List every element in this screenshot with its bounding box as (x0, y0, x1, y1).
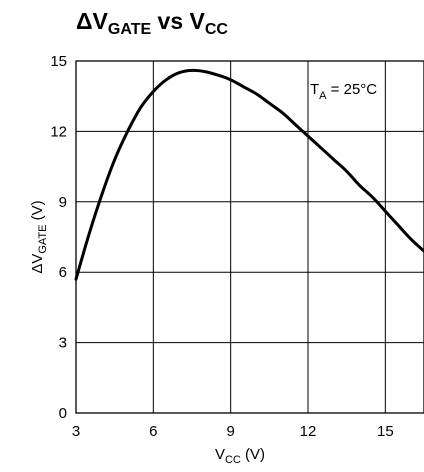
x-tick-label: 3 (72, 423, 80, 440)
y-tick-label: 6 (59, 264, 67, 281)
y-tick-labels: 0 3 6 9 12 15 (50, 53, 67, 422)
x-tick-label: 15 (377, 423, 394, 440)
chart-title: ΔVGATE vs VCC (76, 8, 228, 38)
series-line (74, 68, 424, 281)
y-tick-label: 9 (59, 194, 67, 211)
y-tick-label: 3 (59, 335, 67, 352)
x-tick-label: 12 (300, 423, 317, 440)
x-tick-label: 6 (149, 423, 157, 440)
y-axis-label: ΔVGATE (V) (29, 200, 49, 273)
x-tick-label: 9 (226, 423, 234, 440)
plot-frame (75, 60, 424, 414)
x-tick-labels: 3 6 9 12 15 (72, 423, 394, 440)
y-tick-label: 15 (50, 53, 67, 70)
grid (75, 60, 424, 414)
y-tick-label: 0 (59, 405, 67, 422)
x-axis-label: VCC (V) (215, 446, 265, 466)
y-tick-label: 12 (50, 123, 67, 140)
temperature-annotation: TA = 25°C (310, 81, 377, 102)
